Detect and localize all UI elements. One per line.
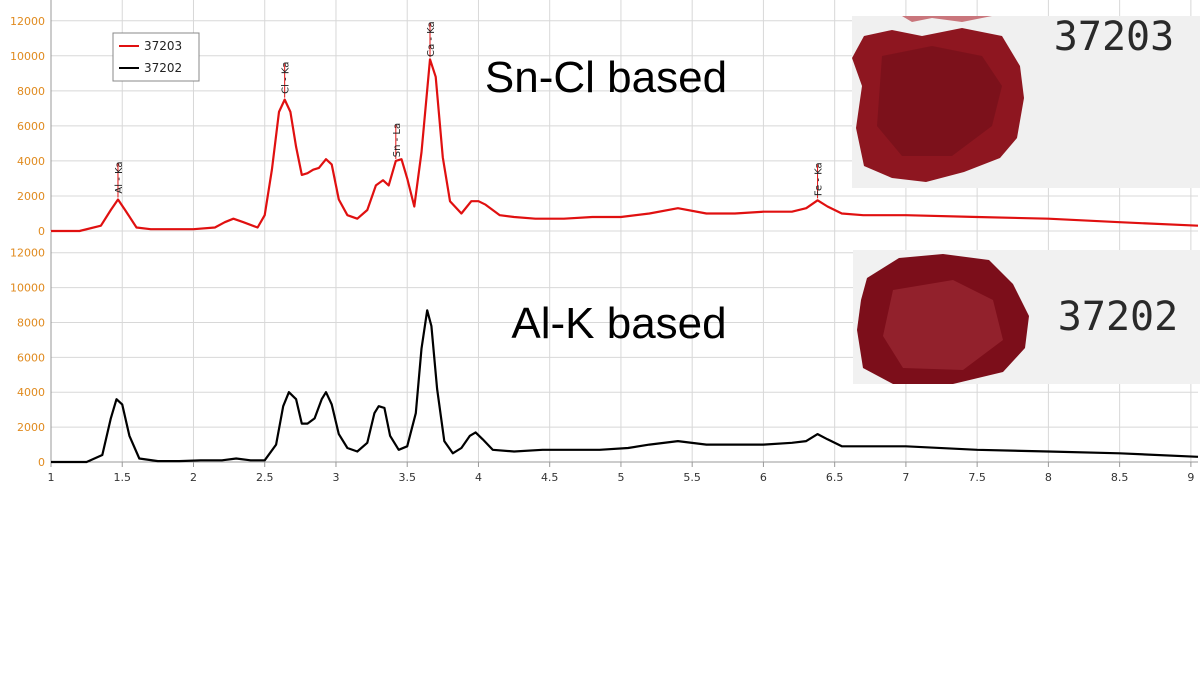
y-tick-label: 8000 [17,85,45,98]
x-tick-label: 4 [475,471,482,484]
x-tick-label: 7.5 [968,471,986,484]
x-tick-label: 2 [190,471,197,484]
y-tick-label: 8000 [17,316,45,329]
y-tick-label: 10000 [10,50,45,63]
peak-label: Ca - Ka [426,21,437,57]
legend-box [112,32,200,82]
x-tick-label: 7 [902,471,909,484]
x-tick-label: 9 [1187,471,1194,484]
series-line-37203 [51,58,1199,233]
x-tick-label: 1 [48,471,55,484]
peak-label: Cl - Ka [281,62,292,94]
sample-photo-37202: 37202 [853,250,1200,384]
y-tick-label: 4000 [17,386,45,399]
y-tick-label: 6000 [17,351,45,364]
x-tick-label: 5.5 [683,471,701,484]
legend-label-37202: 37202 [144,61,182,75]
sample-code-37202: 37202 [1058,294,1178,340]
x-tick-label: 4.5 [541,471,559,484]
series-line-37202 [51,309,1199,464]
y-tick-label: 0 [38,456,45,469]
x-tick-label: 8.5 [1111,471,1129,484]
y-tick-label: 12000 [10,247,45,260]
y-tick-label: 2000 [17,190,45,203]
sample-photo-37203: 37203 [852,16,1200,188]
legend-label-37203: 37203 [144,39,182,53]
panel-title-sn-cl: Sn-Cl based [485,53,727,102]
peak-labels: Al - Ka Cl - Ka Sn - La Ca - Ka Fe - Ka [114,21,825,199]
y-tick-label: 2000 [17,421,45,434]
x-tick-label: 8 [1045,471,1052,484]
y-tick-label: 12000 [10,15,45,28]
x-tick-label: 6 [760,471,767,484]
sample-code-37203: 37203 [1054,16,1174,60]
panel-title-al-k: Al-K based [511,299,726,348]
y-tick-label: 6000 [17,120,45,133]
y-tick-label: 4000 [17,155,45,168]
axes: 0 2000 4000 6000 8000 10000 12000 0 2000 4000 6000… [10,0,1198,484]
x-tick-label: 1.5 [113,471,131,484]
x-tick-label: 3 [332,471,339,484]
y-tick-label: 10000 [10,282,45,295]
x-tick-label: 6.5 [826,471,844,484]
series-lines [51,58,1199,464]
legend: 37203 37202 [112,32,200,82]
peak-label: Sn - La [392,123,403,157]
y-tick-label: 0 [38,225,45,238]
x-tick-label: 5 [617,471,624,484]
x-tick-label: 2.5 [256,471,274,484]
peak-label: Fe - Ka [814,162,825,196]
x-tick-label: 3.5 [398,471,416,484]
peak-label: Al - Ka [114,161,125,193]
